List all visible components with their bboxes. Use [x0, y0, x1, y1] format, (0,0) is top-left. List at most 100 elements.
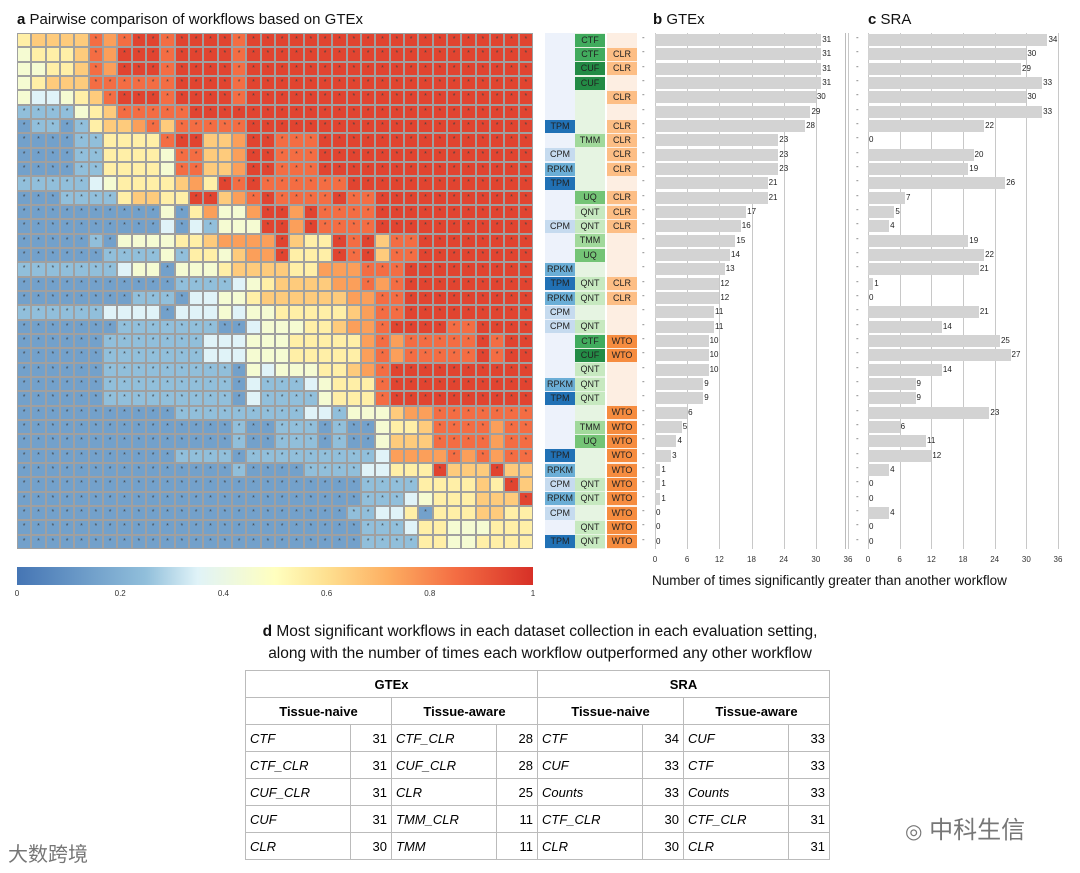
heatmap-cell: *: [203, 491, 218, 506]
heatmap-cell: *: [289, 119, 304, 134]
heatmap-cell: *: [45, 477, 60, 492]
heatmap-cell: *: [45, 520, 60, 535]
heatmap-cell: [160, 219, 175, 234]
bar: [655, 249, 731, 261]
heatmap-cell: *: [203, 420, 218, 435]
workflow-chip-wto: WTO: [607, 535, 637, 549]
workflow-chip-qnt: QNT: [575, 478, 605, 492]
bar: [868, 220, 890, 233]
heatmap-cell: *: [275, 506, 290, 521]
heatmap-cell: *: [389, 362, 404, 377]
bar-value-label: 21: [979, 307, 989, 317]
bar-value-label: 4: [890, 221, 895, 231]
heatmap-cell: *: [246, 119, 261, 134]
heatmap-cell: *: [490, 362, 505, 377]
heatmap-cell: *: [217, 362, 232, 377]
heatmap-cell: *: [160, 47, 175, 62]
heatmap-cell: *: [504, 448, 519, 463]
heatmap-cell: [418, 405, 433, 420]
count-cell: 30: [350, 832, 392, 860]
heatmap-cell: *: [490, 176, 505, 191]
heatmap-cell: *: [289, 448, 304, 463]
heatmap-cell: [361, 377, 376, 392]
heatmap-cell: *: [475, 420, 490, 435]
heatmap-cell: *: [217, 405, 232, 420]
heatmap-cell: *: [289, 61, 304, 76]
heatmap-cell: *: [174, 405, 189, 420]
heatmap-cell: *: [232, 47, 247, 62]
workflow-chip-clr: CLR: [607, 134, 637, 148]
heatmap-cell: [404, 434, 419, 449]
heatmap-cell: *: [461, 434, 476, 449]
workflow-cell: CLR: [391, 778, 497, 806]
workflow-chip-wto: WTO: [607, 463, 637, 477]
heatmap-cell: *: [31, 420, 46, 435]
heatmap-cell: *: [160, 33, 175, 48]
heatmap-cell: *: [74, 520, 89, 535]
row-dash: -: [642, 291, 645, 300]
heatmap-cell: *: [117, 420, 132, 435]
heatmap-cell: *: [432, 463, 447, 478]
heatmap-cell: *: [103, 377, 118, 392]
heatmap-cell: *: [189, 448, 204, 463]
heatmap-cell: *: [31, 219, 46, 234]
heatmap-cell: *: [518, 362, 533, 377]
heatmap-cell: [203, 133, 218, 148]
bar-value-label: 31: [822, 78, 832, 87]
heatmap-cell: *: [103, 334, 118, 349]
colorbar-tick-label: 0.6: [321, 589, 333, 598]
heatmap-cell: [461, 506, 476, 521]
workflow-chip-wto: WTO: [607, 420, 637, 434]
heatmap-cell: *: [88, 319, 103, 334]
heatmap-cell: *: [174, 420, 189, 435]
heatmap-cell: [189, 262, 204, 277]
heatmap-cell: *: [318, 205, 333, 220]
workflow-chip-qnt: QNT: [575, 392, 605, 406]
heatmap-cell: [246, 248, 261, 263]
heatmap-cell: [447, 520, 462, 535]
heatmap-cell: *: [60, 377, 75, 392]
heatmap-cell: *: [518, 147, 533, 162]
heatmap-cell: *: [31, 190, 46, 205]
heatmap-cell: *: [432, 248, 447, 263]
heatmap-cell: *: [45, 434, 60, 449]
heatmap-cell: *: [146, 291, 161, 306]
heatmap-cell: *: [131, 491, 146, 506]
row-dash: -: [642, 334, 645, 343]
heatmap-cell: *: [45, 348, 60, 363]
bar-value-label: 0: [656, 508, 661, 517]
heatmap-cell: [275, 362, 290, 377]
heatmap-cell: [518, 463, 533, 478]
heatmap-cell: *: [131, 477, 146, 492]
heatmap-cell: *: [60, 477, 75, 492]
heatmap-cell: *: [189, 463, 204, 478]
x-tick-label: 30: [1021, 555, 1031, 564]
heatmap-cell: *: [432, 176, 447, 191]
heatmap-cell: *: [189, 33, 204, 48]
bar: [868, 406, 990, 419]
heatmap-cell: *: [189, 104, 204, 119]
heatmap-cell: *: [88, 463, 103, 478]
row-dash: -: [642, 434, 645, 444]
heatmap-cell: [303, 348, 318, 363]
heatmap-cell: *: [389, 319, 404, 334]
heatmap-cell: *: [504, 420, 519, 435]
heatmap-cell: *: [346, 162, 361, 177]
watermark-right: ◎ 中科生信: [905, 817, 1026, 844]
workflow-cell: CTF_CLR: [391, 724, 497, 752]
heatmap-cell: *: [45, 506, 60, 521]
heatmap-cell: *: [375, 90, 390, 105]
heatmap-cell: *: [45, 319, 60, 334]
heatmap-cell: *: [461, 119, 476, 134]
heatmap-cell: *: [117, 76, 132, 91]
heatmap-cell: *: [45, 205, 60, 220]
heatmap-cell: *: [518, 205, 533, 220]
heatmap-cell: [117, 262, 132, 277]
heatmap-cell: [389, 420, 404, 435]
heatmap-cell: *: [74, 233, 89, 248]
bar-value-label: 26: [1006, 178, 1016, 188]
heatmap-cell: *: [60, 362, 75, 377]
heatmap-cell: *: [189, 47, 204, 62]
heatmap-cell: *: [432, 262, 447, 277]
workflow-cell: CTF_CLR: [245, 751, 351, 779]
